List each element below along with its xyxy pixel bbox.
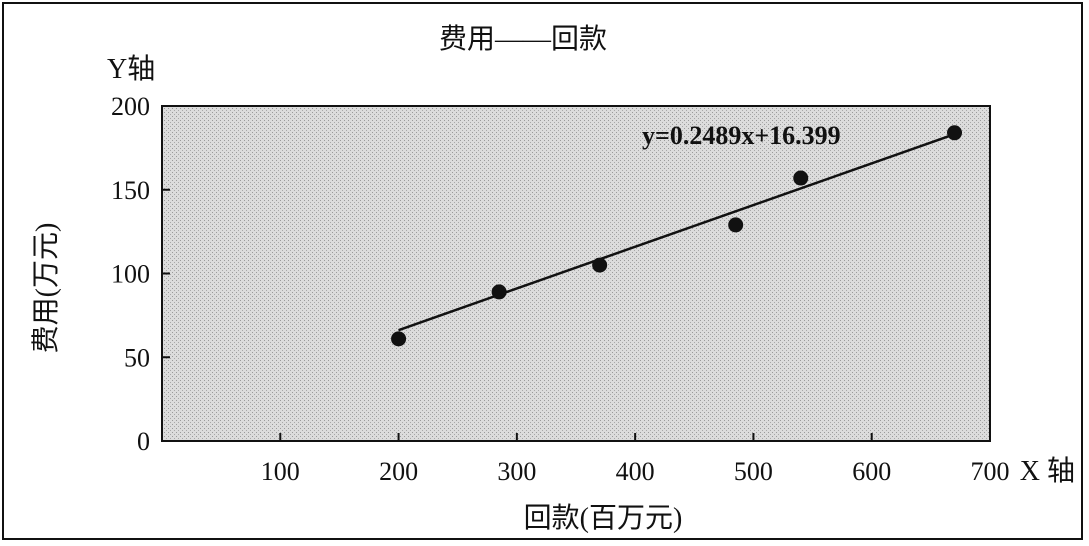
data-point — [947, 125, 963, 141]
x-axis-ticks: 100 200 300 400 500 600 700 — [261, 433, 1010, 486]
data-point — [592, 257, 608, 273]
chart-title: 费用——回款 — [439, 23, 607, 55]
y-tick-label: 150 — [111, 176, 150, 205]
x-tick-label: 100 — [261, 457, 300, 486]
x-tick-label: 700 — [971, 457, 1010, 486]
y-axis-label: 费用(万元) — [30, 223, 62, 354]
y-tick-label: 0 — [137, 427, 150, 456]
data-point — [793, 170, 809, 186]
x-tick-label: 400 — [616, 457, 655, 486]
x-axis-name: X 轴 — [1020, 455, 1075, 487]
y-tick-label: 50 — [124, 343, 150, 372]
trendline — [398, 133, 955, 332]
data-points — [391, 125, 963, 347]
y-tick-label: 100 — [111, 260, 150, 289]
x-tick-label: 300 — [497, 457, 536, 486]
trendline-group — [398, 133, 955, 332]
x-tick-label: 600 — [852, 457, 891, 486]
data-point — [391, 331, 407, 347]
data-point — [491, 284, 507, 300]
data-point — [728, 217, 744, 233]
plot-area — [161, 105, 991, 442]
y-tick-label: 200 — [111, 92, 150, 121]
trendline-equation: y=0.2489x+16.399 — [642, 121, 841, 150]
x-tick-label: 200 — [379, 457, 418, 486]
x-tick-label: 500 — [734, 457, 773, 486]
y-axis-name: Y轴 — [107, 53, 155, 85]
x-axis-label: 回款(百万元) — [524, 502, 683, 534]
y-axis-ticks: 0 50 100 150 200 — [111, 92, 170, 456]
